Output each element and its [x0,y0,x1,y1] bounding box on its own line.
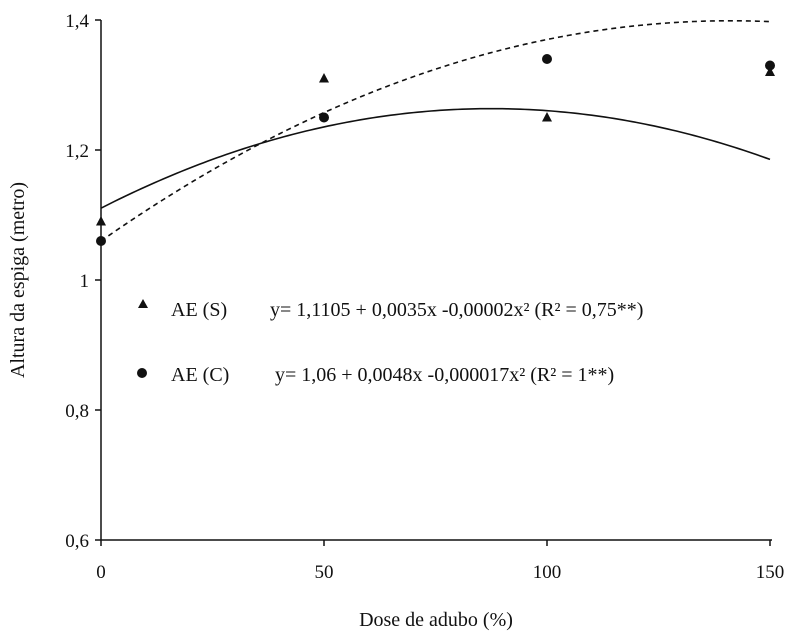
legend: AE (S) y= 1,1105 + 0,0035x -0,00002x² (R… [137,299,643,386]
x-tick-label: 0 [96,562,106,583]
legend-marker-circle [137,368,147,378]
y-tick-label: 1,2 [65,141,89,162]
legend-series-name-c: AE (C) [171,364,229,386]
y-tick-label: 1,4 [65,11,89,32]
y-tick-label: 0,6 [65,531,89,552]
legend-series-name-s: AE (S) [171,299,227,321]
y-axis-label: Altura da espiga (metro) [7,182,29,378]
y-tick-label: 1 [80,271,90,292]
data-point-s [542,112,552,122]
y-tick-label: 0,8 [65,401,89,422]
fit-curve-s [100,107,771,209]
x-tick-label: 150 [756,562,785,583]
data-point-s [765,66,775,76]
data-point-s [96,216,106,226]
legend-equation-c: y= 1,06 + 0,0048x -0,000017x² (R² = 1**) [275,364,614,386]
data-point-c [542,54,552,64]
legend-marker-triangle [138,299,148,308]
data-point-s [319,73,329,83]
x-axis-label: Dose de adubo (%) [359,609,513,631]
fit-curves [100,19,771,242]
data-point-c [319,112,329,123]
x-tick-label: 50 [315,562,334,583]
data-points [96,54,775,246]
x-tick-label: 100 [533,562,562,583]
fit-curve-c [100,19,771,242]
data-point-c [765,60,775,71]
y-ticks: 0,6 0,8 1 1,2 1,4 [65,11,101,552]
data-point-c [96,236,106,246]
x-ticks: 0 50 100 150 [96,540,784,583]
legend-equation-s: y= 1,1105 + 0,0035x -0,00002x² (R² = 0,7… [270,299,643,321]
